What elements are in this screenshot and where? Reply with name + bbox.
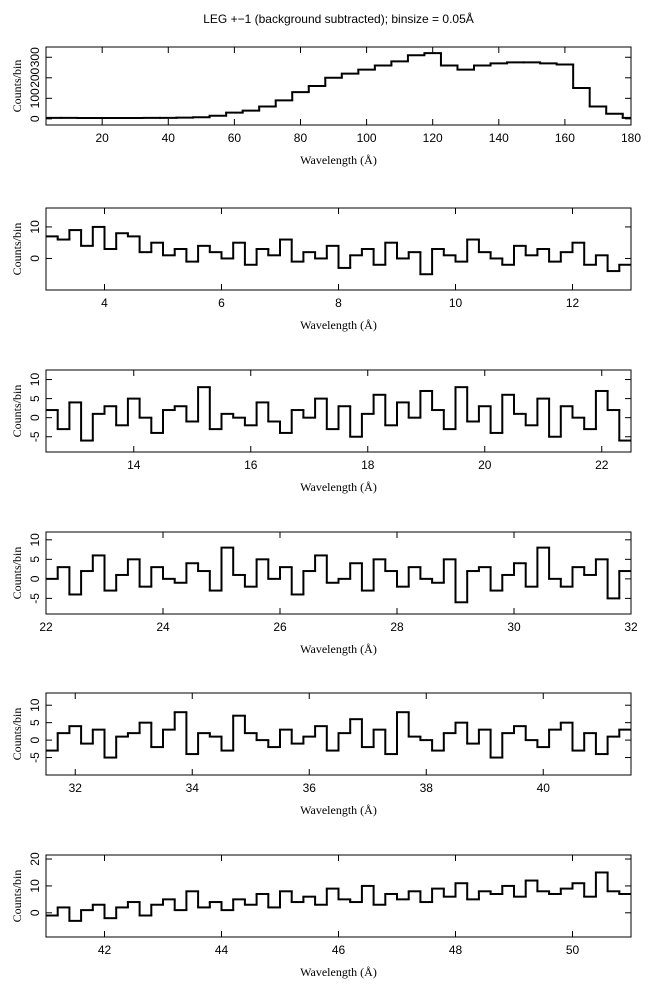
x-tick-label: 14 (127, 458, 141, 472)
x-tick-label: 4 (101, 296, 108, 310)
x-tick-label: 46 (332, 943, 346, 957)
plot-frame (45, 531, 632, 615)
y-tick-label: 10 (28, 533, 42, 547)
y-tick-label: 10 (28, 879, 42, 893)
x-axis-label: Wavelength (Å) (300, 803, 377, 817)
y-axis-label: Counts/bin (10, 547, 24, 600)
x-tick-label: 18 (361, 458, 375, 472)
panel: 4 6 8 10 12 0 10 Wavelength (Å) Counts/bin (10, 207, 632, 332)
x-tick-label: 48 (449, 943, 463, 957)
x-tick-label: 34 (186, 781, 200, 795)
y-tick-label: -5 (28, 752, 42, 763)
x-axis-label: Wavelength (Å) (300, 642, 377, 656)
y-tick-label: 5 (28, 556, 42, 563)
plot-frame (45, 692, 632, 776)
x-tick-label: 20 (478, 458, 492, 472)
x-axis-label: Wavelength (Å) (300, 965, 377, 979)
x-tick-label: 38 (420, 781, 434, 795)
x-tick-label: 160 (555, 131, 575, 145)
y-tick-label: 10 (28, 373, 42, 387)
y-tick-label: 0 (28, 736, 42, 743)
y-tick-label: 0 (28, 255, 42, 262)
x-tick-label: 100 (357, 131, 377, 145)
x-tick-label: 140 (489, 131, 509, 145)
y-tick-label: 5 (28, 395, 42, 402)
data-layer (46, 871, 631, 922)
panel: LEG +−1 (background subtracted); binsize… (10, 11, 642, 167)
y-axis-label: Counts/bin (10, 60, 24, 113)
x-tick-label: 22 (595, 458, 609, 472)
y-tick-label: 5 (28, 719, 42, 726)
data-layer (46, 386, 631, 442)
x-tick-label: 8 (335, 296, 342, 310)
x-tick-label: 50 (566, 943, 580, 957)
x-tick-label: 180 (621, 131, 641, 145)
y-tick-label: 200 (28, 67, 42, 87)
x-tick-label: 36 (303, 781, 317, 795)
y-axis-label: Counts/bin (10, 385, 24, 438)
x-tick-label: 6 (218, 296, 225, 310)
y-tick-label: 100 (28, 88, 42, 108)
x-tick-label: 42 (98, 943, 112, 957)
x-tick-label: 26 (273, 620, 287, 634)
x-tick-label: 40 (162, 131, 176, 145)
data-layer (46, 546, 631, 604)
y-axis-label: Counts/bin (10, 223, 24, 276)
x-tick-label: 16 (244, 458, 258, 472)
y-tick-label: 0 (28, 414, 42, 421)
x-axis-label: Wavelength (Å) (300, 318, 377, 332)
y-tick-label: 20 (28, 852, 42, 866)
data-layer (46, 52, 631, 120)
y-tick-label: -5 (28, 593, 42, 604)
y-tick-label: 0 (28, 115, 42, 122)
x-tick-label: 24 (156, 620, 170, 634)
x-tick-label: 20 (96, 131, 110, 145)
y-tick-label: -5 (28, 431, 42, 442)
y-tick-label: 10 (28, 698, 42, 712)
panel: 14 16 18 20 22 -5 0 5 10 Wavelength (Å) Counts/bin (10, 369, 632, 494)
x-axis-label: Wavelength (Å) (300, 480, 377, 494)
x-tick-label: 28 (390, 620, 404, 634)
data-layer (46, 225, 631, 276)
x-tick-label: 40 (537, 781, 551, 795)
data-layer (46, 711, 631, 759)
panel: 42 44 46 48 50 0 10 20 Wavelength (Å) Counts/bin (10, 852, 632, 979)
x-tick-label: 30 (507, 620, 521, 634)
chart-title: LEG +−1 (background subtracted); binsize… (203, 11, 474, 26)
y-tick-label: 10 (28, 220, 42, 234)
x-tick-label: 12 (566, 296, 580, 310)
y-axis-label: Counts/bin (10, 708, 24, 761)
x-tick-label: 80 (294, 131, 308, 145)
plot-frame (45, 46, 632, 126)
x-tick-label: 32 (624, 620, 638, 634)
x-tick-label: 22 (39, 620, 53, 634)
x-axis-label: Wavelength (Å) (300, 153, 377, 167)
y-axis-label: Counts/bin (10, 870, 24, 923)
x-tick-label: 44 (215, 943, 229, 957)
panel: 22 24 26 28 30 32 -5 0 5 10 Wavelength (Å) Counts/b… (10, 531, 638, 656)
y-tick-label: 300 (28, 47, 42, 67)
x-tick-label: 120 (423, 131, 443, 145)
x-tick-label: 60 (228, 131, 242, 145)
y-tick-label: 0 (28, 575, 42, 582)
y-tick-label: 0 (28, 909, 42, 916)
x-tick-label: 10 (449, 296, 463, 310)
x-tick-label: 32 (69, 781, 83, 795)
panel: 32 34 36 38 40 -5 0 5 10 Wavelength (Å) Counts/bin (10, 692, 632, 817)
